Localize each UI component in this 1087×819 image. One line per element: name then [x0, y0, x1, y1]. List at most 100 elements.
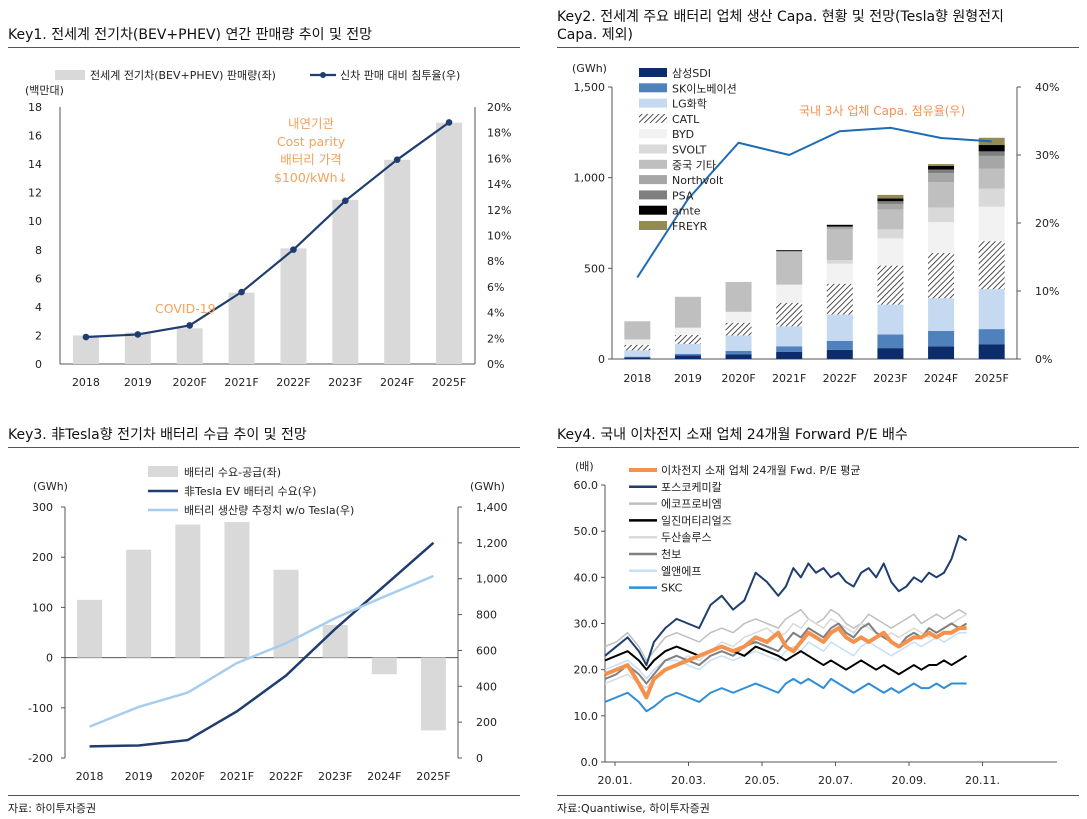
key2-bar-segment [928, 298, 955, 331]
key1-bar [384, 159, 411, 364]
key1-x-tick-label: 2018 [72, 376, 100, 389]
key2-legend-swatch [639, 83, 667, 93]
key1-left-tick-label: 2 [35, 329, 42, 342]
key2-bar-segment [978, 155, 1005, 169]
key1-right-tick-label: 16% [487, 152, 511, 165]
key3-bar [77, 599, 103, 658]
key2-bar-segment [877, 209, 904, 230]
key4-x-tick-label: 20.01. [598, 774, 633, 787]
key2-legend-swatch [639, 190, 667, 200]
key4-chart: 0.0 10.0 20.0 30.0 40.0 50.0 60.0 (배) 20.01. 20.0… [574, 460, 1057, 787]
key1-line-point [342, 197, 349, 205]
key2-legend-swatch [639, 68, 667, 77]
key3-bar [175, 524, 201, 658]
key3-x-tick-label: 2024F [367, 770, 401, 783]
key4-legend-label: 포스코케미칼 [661, 481, 722, 494]
key1-line-point [238, 288, 245, 296]
key2-legend-label: Northvolt [672, 174, 724, 187]
key2-bar-segment [674, 334, 701, 344]
key3-right-tick-label: 400 [476, 680, 497, 693]
key1-x-tick-label: 2019 [124, 376, 152, 389]
key2-bar-segment [978, 241, 1005, 290]
key3-legend-demand-label: 非Tesla EV 배터리 수요(우) [184, 485, 316, 498]
key3-x-tick-label: 2023F [318, 770, 352, 783]
key4-y-tick-label: 60.0 [574, 479, 599, 492]
key2-bar-segment [826, 340, 853, 350]
key4-legend-label: 일진머티리얼즈 [661, 513, 732, 527]
key2-x-tick-label: 2024F [924, 372, 958, 385]
key2-bar-segment [725, 350, 752, 355]
key1-line-point [134, 331, 142, 338]
key2-bar-segment [928, 165, 955, 170]
key1-right-tick-label: 2% [487, 332, 504, 345]
key4-series-line [604, 631, 967, 680]
key3-bar [371, 657, 397, 675]
key1-right-tick-label: 20% [487, 101, 511, 114]
key1-x-tick-label: 2020F [173, 376, 207, 389]
key2-bar-segment [978, 289, 1005, 330]
key2-legend-swatch [639, 98, 667, 108]
key3-left-axis-label: (GWh) [33, 480, 68, 493]
key3-title: Key3. 非Tesla향 전기차 배터리 수급 추이 및 전망 [8, 427, 307, 443]
key2-legend-swatch [639, 129, 667, 139]
key2-bar-segment [776, 351, 803, 359]
key1-title-rule [8, 47, 520, 48]
key4-legend-label: 엘앤에프 [661, 565, 701, 578]
source-right: 자료:Quantiwise, 하이투자증권 [557, 802, 710, 815]
key1-bar [176, 328, 203, 364]
key1-left-tick-label: 6 [35, 272, 42, 285]
key2-bar-segment [978, 188, 1005, 207]
key2-bar-segment [674, 343, 701, 354]
key1-bar [124, 332, 151, 364]
key3-x-tick-label: 2018 [76, 770, 104, 783]
key2-x-tick-label: 2022F [823, 372, 857, 385]
key2-bar-segment [674, 355, 701, 359]
key2-right-tick-label: 0% [1035, 353, 1052, 366]
key1-bar [332, 199, 359, 364]
key1-bar [228, 292, 255, 364]
key4-x-tick-label: 20.03. [671, 774, 706, 787]
key4-y-tick-label: 0.0 [581, 756, 599, 769]
key1-left-tick-label: 16 [28, 130, 42, 143]
key2-legend-label: SVOLT [672, 144, 707, 157]
key1-right-tick-label: 8% [487, 255, 504, 268]
key2-title-line2: Capa. 제외) [557, 27, 633, 43]
source-left: 자료: 하이투자증권 [8, 802, 97, 815]
key2-bar-segment [877, 334, 904, 349]
key2-bar-segment [725, 322, 752, 336]
key2-left-tick-label: 1,000 [574, 172, 606, 185]
key4-legend-label: SKC [661, 582, 683, 595]
key4-series-line [604, 534, 968, 667]
key3-right-tick-label: 1,400 [476, 501, 508, 514]
key3-demand-line [89, 541, 435, 748]
key2-bar-segment [776, 346, 803, 352]
key2-bar-segment [826, 263, 853, 284]
key2-title-line1: Key2. 전세계 주요 배터리 업체 생산 Capa. 현황 및 전망(Tes… [557, 9, 1004, 25]
key2-bar-segment [624, 321, 651, 340]
key1-left-tick-label: 14 [28, 158, 42, 171]
key1-x-tick-label: 2024F [380, 376, 414, 389]
key2-bar-segment [978, 168, 1005, 189]
key2-legend-label: PSA [672, 189, 694, 202]
key2-legend-label: LG화학 [672, 98, 707, 111]
key2-legend-label: BYD [672, 128, 694, 141]
key2-chart: 0 500 1,000 1,500 0% 10% 20% 30% 40% (GWh) 2018 201… [572, 62, 1059, 385]
key4-series-line [604, 622, 968, 685]
key1-right-tick-label: 18% [487, 127, 511, 140]
key3-left-tick-label: 200 [32, 551, 53, 564]
key3-legend-supply-label: 배터리 생산량 추정치 w/o Tesla(우) [184, 504, 354, 517]
key3-bar [224, 522, 250, 658]
key3-x-tick-label: 2025F [416, 770, 450, 783]
key1-line-point [290, 246, 297, 253]
key3-chart: -200 -100 0 100 200 300 0 200 400 600 800 1,000 1,20… [28, 466, 508, 783]
key4-x-tick-label: 20.07. [818, 774, 853, 787]
key2-bar-segment [826, 224, 853, 227]
key2-title-rule [557, 47, 1079, 48]
key3-x-tick-label: 2019 [125, 770, 153, 783]
key2-bar-segment [978, 151, 1005, 156]
key3-bar [420, 657, 446, 731]
key1-annotation-covid: COVID-19 [155, 301, 216, 316]
key2-legend-swatch [639, 175, 667, 185]
key1-line-point [393, 156, 401, 163]
key2-legend-swatch [639, 221, 667, 230]
